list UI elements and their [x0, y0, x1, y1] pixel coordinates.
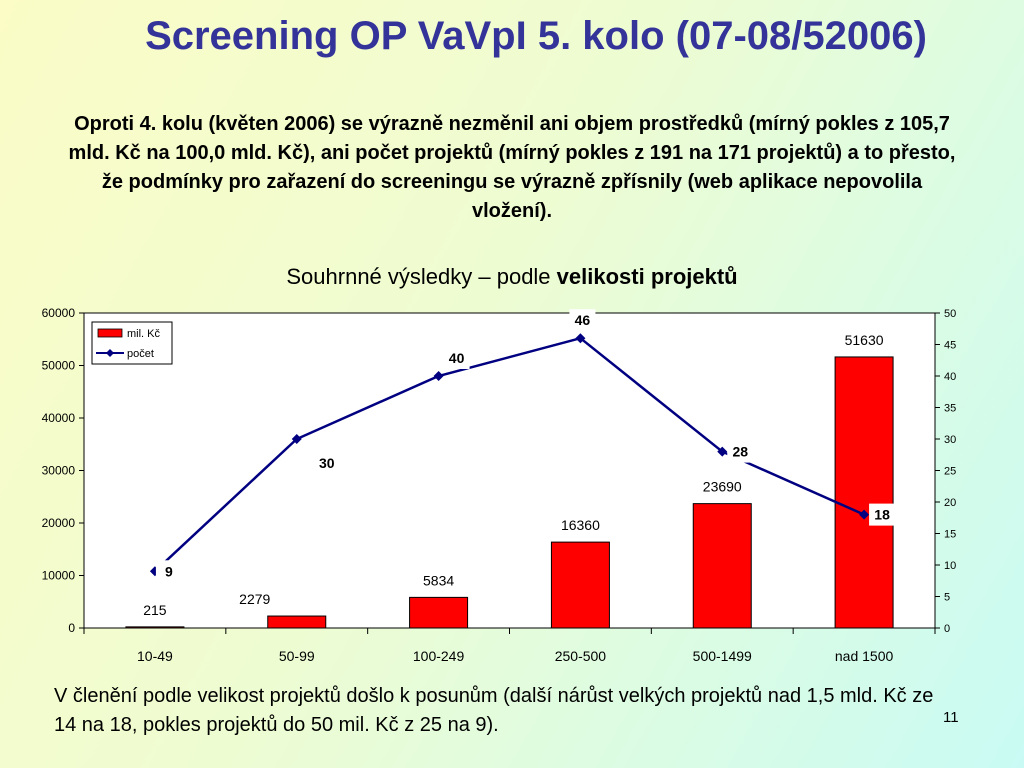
- line-label-box: [313, 452, 340, 474]
- bar: [409, 596, 469, 629]
- bar: [692, 503, 752, 629]
- bar-value-label: 5834: [423, 572, 454, 588]
- line-label-box: [569, 309, 596, 332]
- line-value-label: 28: [732, 444, 748, 460]
- x-tick-label: 250-500: [555, 648, 607, 664]
- bar: [267, 615, 327, 629]
- y2-tick-label: 20: [944, 497, 956, 509]
- bar: [834, 356, 894, 629]
- legend-line-marker: [106, 349, 114, 357]
- line-value-label: 46: [575, 312, 591, 328]
- line-value-label: 9: [165, 563, 173, 579]
- y-tick-label: 0: [68, 621, 75, 635]
- line-marker: [717, 446, 728, 457]
- line-label-box: [727, 440, 754, 463]
- line-marker: [575, 333, 586, 344]
- y-tick-label: 60000: [42, 306, 76, 320]
- page-number: 11: [943, 709, 959, 726]
- y2-tick-label: 5: [944, 592, 950, 604]
- bar: [550, 541, 610, 629]
- y2-tick-label: 50: [944, 308, 956, 320]
- legend-bar-swatch: [97, 328, 123, 338]
- line-value-label: 30: [319, 455, 335, 471]
- x-tick-label: 100-249: [413, 648, 465, 664]
- y2-tick-label: 10: [944, 560, 956, 572]
- legend-line-label: počet: [127, 348, 154, 360]
- x-tick-label: 50-99: [279, 648, 315, 664]
- bar-value-label: 2279: [239, 591, 270, 607]
- line-value-label: 40: [449, 350, 465, 366]
- y-tick-label: 10000: [42, 569, 76, 583]
- footnote-text: V členění podle velikost projektů došlo …: [54, 685, 934, 736]
- x-tick-label: 500-1499: [693, 648, 752, 664]
- y2-tick-label: 0: [944, 623, 950, 635]
- y-tick-label: 50000: [42, 359, 76, 373]
- y2-tick-label: 30: [944, 434, 956, 446]
- plot-area: [83, 312, 936, 629]
- intro-paragraph: Oproti 4. kolu (květen 2006) se výrazně …: [68, 113, 956, 222]
- slide-title: Screening OP VaVpI 5. kolo (07-08/52006): [145, 14, 927, 58]
- y2-tick-label: 40: [944, 371, 956, 383]
- bar-value-label: 16360: [561, 517, 600, 533]
- bar-value-label: 215: [143, 602, 167, 618]
- y2-tick-label: 25: [944, 466, 956, 478]
- line-marker: [291, 434, 302, 444]
- x-tick-label: 10-49: [137, 648, 173, 664]
- line-label-box: [155, 560, 182, 583]
- y-tick-label: 20000: [42, 516, 76, 530]
- line-marker: [433, 371, 444, 381]
- x-tick-label: nad 1500: [835, 648, 894, 664]
- y2-tick-label: 35: [944, 403, 956, 415]
- bar-value-label: 23690: [703, 479, 742, 495]
- legend-bar-label: mil. Kč: [127, 328, 161, 340]
- chart-title-normal: Souhrnné výsledky – podle: [286, 264, 557, 289]
- chart-title: Souhrnné výsledky – podle velikosti proj…: [0, 264, 1024, 290]
- line-label-box: [443, 347, 470, 369]
- line-value-label: 18: [874, 507, 890, 523]
- chart-title-bold: velikosti projektů: [556, 264, 738, 289]
- y2-tick-label: 15: [944, 529, 956, 541]
- bar: [125, 626, 185, 629]
- y-tick-label: 30000: [42, 464, 76, 478]
- y2-tick-label: 45: [944, 340, 956, 352]
- size-chart: 0 10000 20000 30000 40000 50000 60000 0 5 10 15 20 2…: [42, 306, 957, 664]
- line-label-box: [869, 503, 896, 526]
- bar-value-label: 51630: [845, 332, 884, 348]
- y-tick-label: 40000: [42, 411, 76, 425]
